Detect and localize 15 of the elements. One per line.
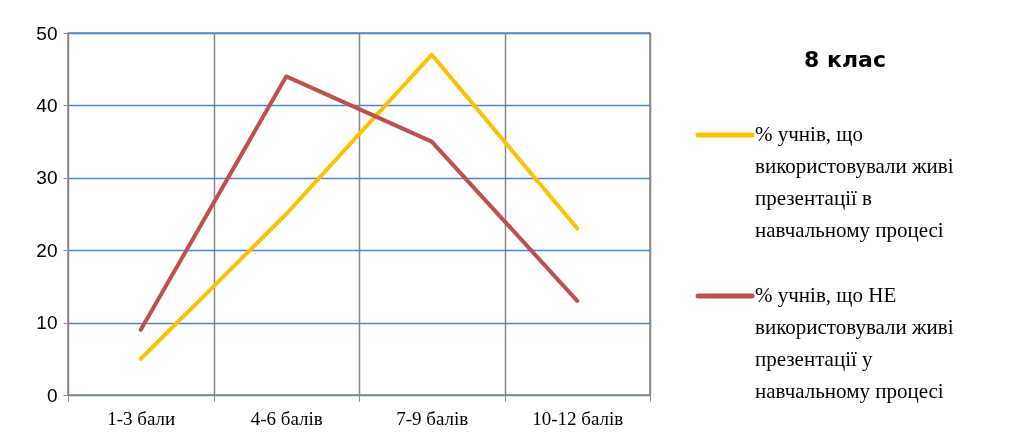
text: 8 клас xyxy=(804,47,886,72)
y-tick-label: 40 xyxy=(36,94,58,116)
y-tick-label: 50 xyxy=(36,22,58,44)
y-tick-label: 10 xyxy=(36,312,58,334)
y-tick-label: 0 xyxy=(46,384,58,406)
line-series xyxy=(138,52,580,361)
legend-label: % учнів, що використовували живі презентації в навчальному процесі xyxy=(755,122,954,242)
x-tick-label: 7-9 балів xyxy=(396,407,469,429)
x-tick-label: 4-6 балів xyxy=(250,407,323,429)
x-tick-label: 10-12 балів xyxy=(532,407,624,429)
y-tick-label: 30 xyxy=(36,167,58,189)
legend-label: % учнів, що НЕ використовували живі презентації у навчальному процесі xyxy=(755,283,954,403)
x-tick-label: 1-3 бали xyxy=(107,407,176,429)
line-series xyxy=(138,74,580,332)
y-tick-label: 20 xyxy=(36,239,58,261)
